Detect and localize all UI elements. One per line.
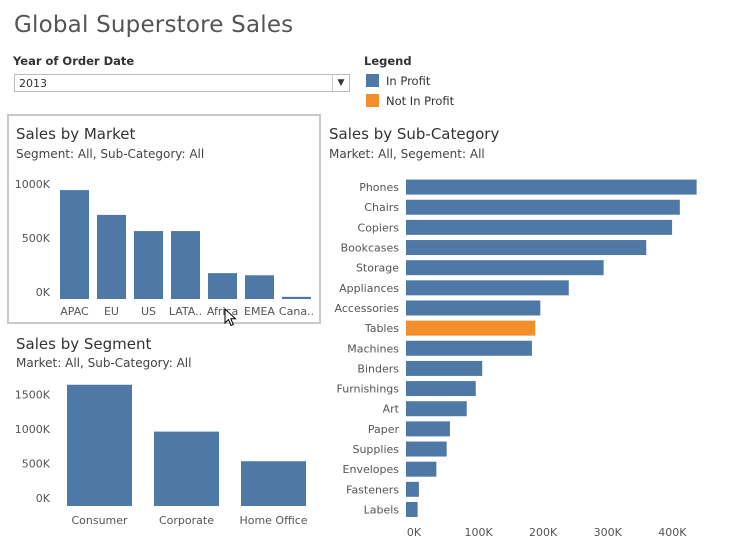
bar-accessories[interactable] xyxy=(406,300,541,316)
y-tick-label: 1000K xyxy=(15,178,51,191)
bar-furnishings[interactable] xyxy=(406,381,476,397)
segment-chart-subtitle: Market: All, Sub-Category: All xyxy=(16,356,192,370)
y-tick-label: Accessories xyxy=(335,302,400,315)
legend-label: In Profit xyxy=(386,74,431,88)
y-tick-label: 0K xyxy=(36,286,51,299)
bar-consumer[interactable] xyxy=(67,384,132,506)
bar-labels[interactable] xyxy=(406,501,418,517)
x-tick-label: LATA.. xyxy=(169,305,202,318)
bar-copiers[interactable] xyxy=(406,219,673,235)
legend-swatch-in-profit xyxy=(366,74,379,87)
market-chart-title: Sales by Market xyxy=(16,125,136,143)
y-tick-label: Paper xyxy=(368,423,400,436)
subcategory-chart-title: Sales by Sub-Category xyxy=(329,125,500,143)
bar-emea[interactable] xyxy=(245,275,274,299)
bar-africa[interactable] xyxy=(208,273,237,299)
mouse-cursor-icon xyxy=(224,308,237,327)
bar-us[interactable] xyxy=(134,231,163,299)
bar-lata[interactable] xyxy=(171,231,200,299)
bar-eu[interactable] xyxy=(97,214,126,299)
legend-swatch-not-in-profit xyxy=(366,94,379,107)
y-tick-label: 500K xyxy=(22,232,51,245)
y-tick-label: Appliances xyxy=(339,282,399,295)
y-tick-label: Binders xyxy=(357,362,399,375)
x-tick-label: 200K xyxy=(529,526,558,539)
market-chart-subtitle: Segment: All, Sub-Category: All xyxy=(16,147,205,161)
y-tick-label: Copiers xyxy=(358,221,400,234)
y-tick-label: 500K xyxy=(22,458,51,471)
year-filter-dropdown[interactable]: 2013 ▼ xyxy=(14,74,350,92)
subcategory-chart-subtitle: Market: All, Segement: All xyxy=(329,147,485,161)
y-tick-label: 1000K xyxy=(15,423,51,436)
x-tick-label: APAC xyxy=(60,305,89,318)
bar-envelopes[interactable] xyxy=(406,461,437,477)
bar-art[interactable] xyxy=(406,401,467,417)
bar-appliances[interactable] xyxy=(406,280,569,296)
year-filter-value: 2013 xyxy=(19,77,47,90)
bar-binders[interactable] xyxy=(406,360,483,376)
y-tick-label: Fasteners xyxy=(346,483,399,496)
y-tick-label: Bookcases xyxy=(341,242,400,255)
y-tick-label: 1500K xyxy=(15,389,51,402)
y-tick-label: Phones xyxy=(359,181,399,194)
bar-bookcases[interactable] xyxy=(406,240,647,256)
y-tick-label: Labels xyxy=(364,503,400,516)
bar-storage[interactable] xyxy=(406,260,604,276)
legend-item-not-in-profit[interactable]: Not In Profit xyxy=(366,94,454,108)
bar-corporate[interactable] xyxy=(154,431,219,506)
legend-item-in-profit[interactable]: In Profit xyxy=(366,74,430,88)
y-tick-label: 0K xyxy=(36,492,51,505)
bar-cana[interactable] xyxy=(282,296,311,299)
y-tick-label: Chairs xyxy=(364,201,399,214)
bar-fasteners[interactable] xyxy=(406,481,419,497)
x-tick-label: 0K xyxy=(407,526,422,539)
y-tick-label: Storage xyxy=(356,262,399,275)
y-tick-label: Machines xyxy=(347,342,399,355)
x-tick-label: US xyxy=(141,305,156,318)
x-tick-label: EU xyxy=(104,305,119,318)
market-panel-selection-border[interactable] xyxy=(7,114,321,324)
legend-title: Legend xyxy=(364,54,412,68)
x-tick-label: 100K xyxy=(464,526,493,539)
x-tick-label: 300K xyxy=(594,526,623,539)
y-tick-label: Tables xyxy=(364,322,399,335)
dropdown-arrow-icon[interactable]: ▼ xyxy=(332,75,349,91)
bar-machines[interactable] xyxy=(406,340,532,356)
bar-phones[interactable] xyxy=(406,179,697,195)
bar-paper[interactable] xyxy=(406,421,450,437)
legend-label: Not In Profit xyxy=(386,94,455,108)
y-tick-label: Art xyxy=(383,403,400,416)
x-tick-label: EMEA xyxy=(244,305,275,318)
y-tick-label: Supplies xyxy=(352,443,399,456)
segment-chart-title: Sales by Segment xyxy=(16,335,152,353)
x-tick-label: Corporate xyxy=(159,514,214,527)
bar-home-office[interactable] xyxy=(241,461,306,506)
y-tick-label: Envelopes xyxy=(343,463,400,476)
bar-tables[interactable] xyxy=(406,320,536,336)
year-filter-label: Year of Order Date xyxy=(13,54,135,68)
bar-apac[interactable] xyxy=(60,190,89,299)
x-tick-label: Consumer xyxy=(71,514,128,527)
y-tick-label: Furnishings xyxy=(337,383,400,396)
bar-supplies[interactable] xyxy=(406,441,447,457)
x-tick-label: 400K xyxy=(658,526,687,539)
x-tick-label: Cana.. xyxy=(279,305,314,318)
bar-chairs[interactable] xyxy=(406,199,680,215)
x-tick-label: Home Office xyxy=(239,514,307,527)
dashboard-title: Global Superstore Sales xyxy=(14,12,294,38)
